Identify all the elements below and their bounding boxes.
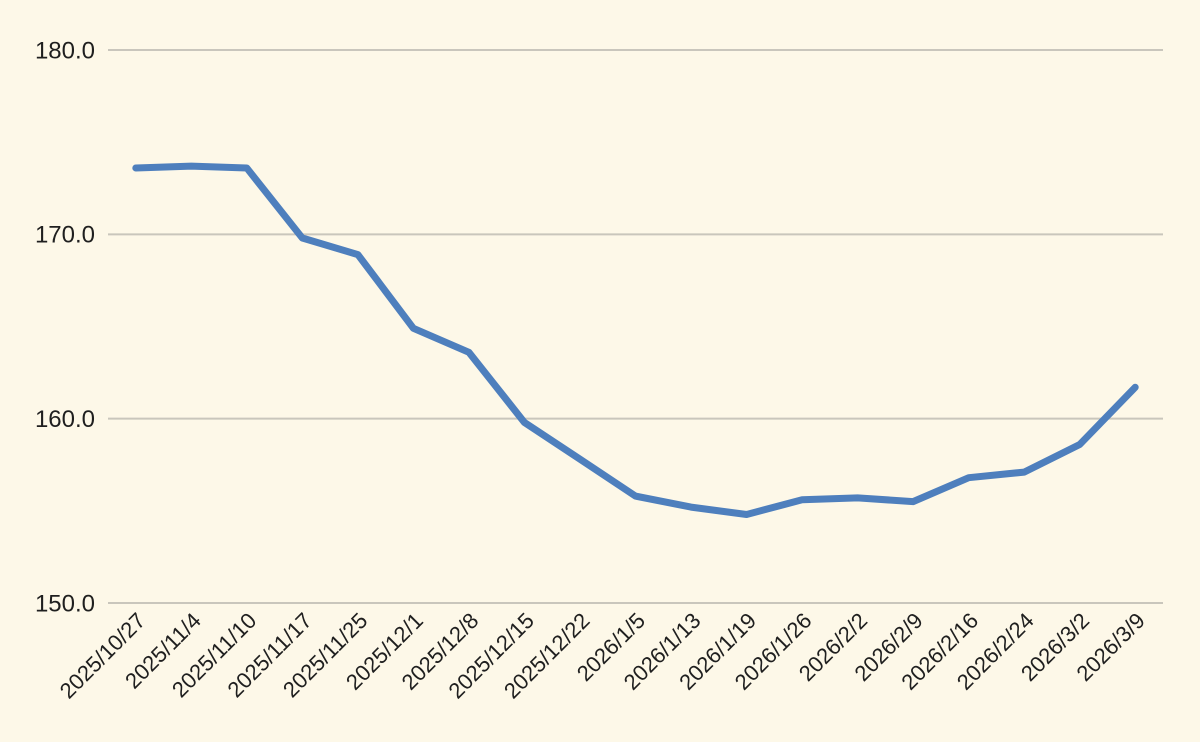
- y-axis-tick-label: 150.0: [35, 590, 95, 617]
- y-axis-tick-label: 180.0: [35, 37, 95, 64]
- y-axis-tick-label: 170.0: [35, 222, 95, 249]
- data-series-line: [132, 162, 1139, 518]
- y-axis-tick-label: 160.0: [35, 406, 95, 433]
